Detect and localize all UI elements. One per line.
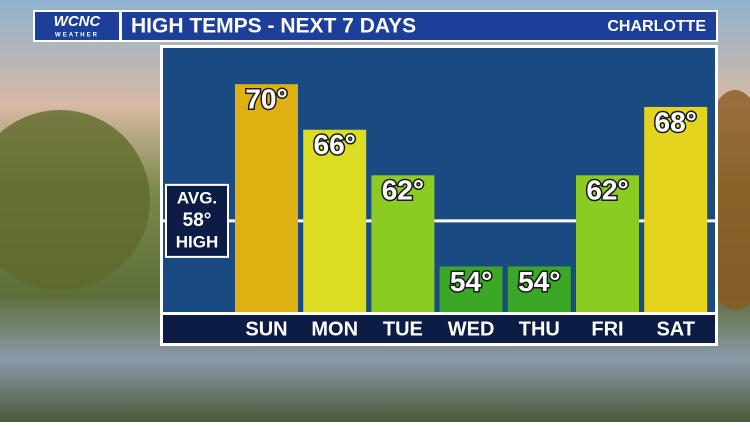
header-bar (122, 12, 716, 40)
tree (0, 110, 150, 290)
value-label: 62° (586, 175, 628, 206)
bar (576, 175, 639, 312)
value-label: 62° (382, 175, 424, 206)
bar (644, 106, 708, 313)
bar (439, 266, 503, 312)
logo-box (35, 12, 119, 40)
location: CHARLOTTE (607, 18, 706, 35)
x-tick-label: WED (448, 318, 495, 340)
chart-title: HIGH TEMPS - NEXT 7 DAYS (131, 15, 416, 38)
bar (371, 175, 435, 312)
x-tick-label: SUN (245, 318, 287, 340)
day-bar (163, 315, 715, 343)
value-label: 66° (314, 129, 356, 160)
x-tick-label: SAT (656, 318, 695, 340)
logo-sub: WEATHER (55, 33, 99, 39)
logo: WCNC (54, 13, 102, 30)
value-label: 68° (655, 106, 697, 137)
bar (235, 84, 298, 312)
bar (507, 266, 571, 312)
x-tick-label: FRI (591, 318, 623, 340)
average-label-bottom: HIGH (176, 232, 219, 251)
average-box-inner (167, 185, 227, 256)
value-label: 54° (450, 266, 492, 297)
bar (303, 129, 367, 312)
x-tick-label: MON (311, 318, 358, 340)
value-label: 70° (245, 84, 287, 115)
average-label-top: AVG. (177, 188, 217, 207)
x-tick-label: TUE (383, 318, 423, 340)
average-label: 58° (183, 210, 212, 231)
value-label: 54° (518, 266, 560, 297)
x-tick-label: THU (519, 318, 560, 340)
